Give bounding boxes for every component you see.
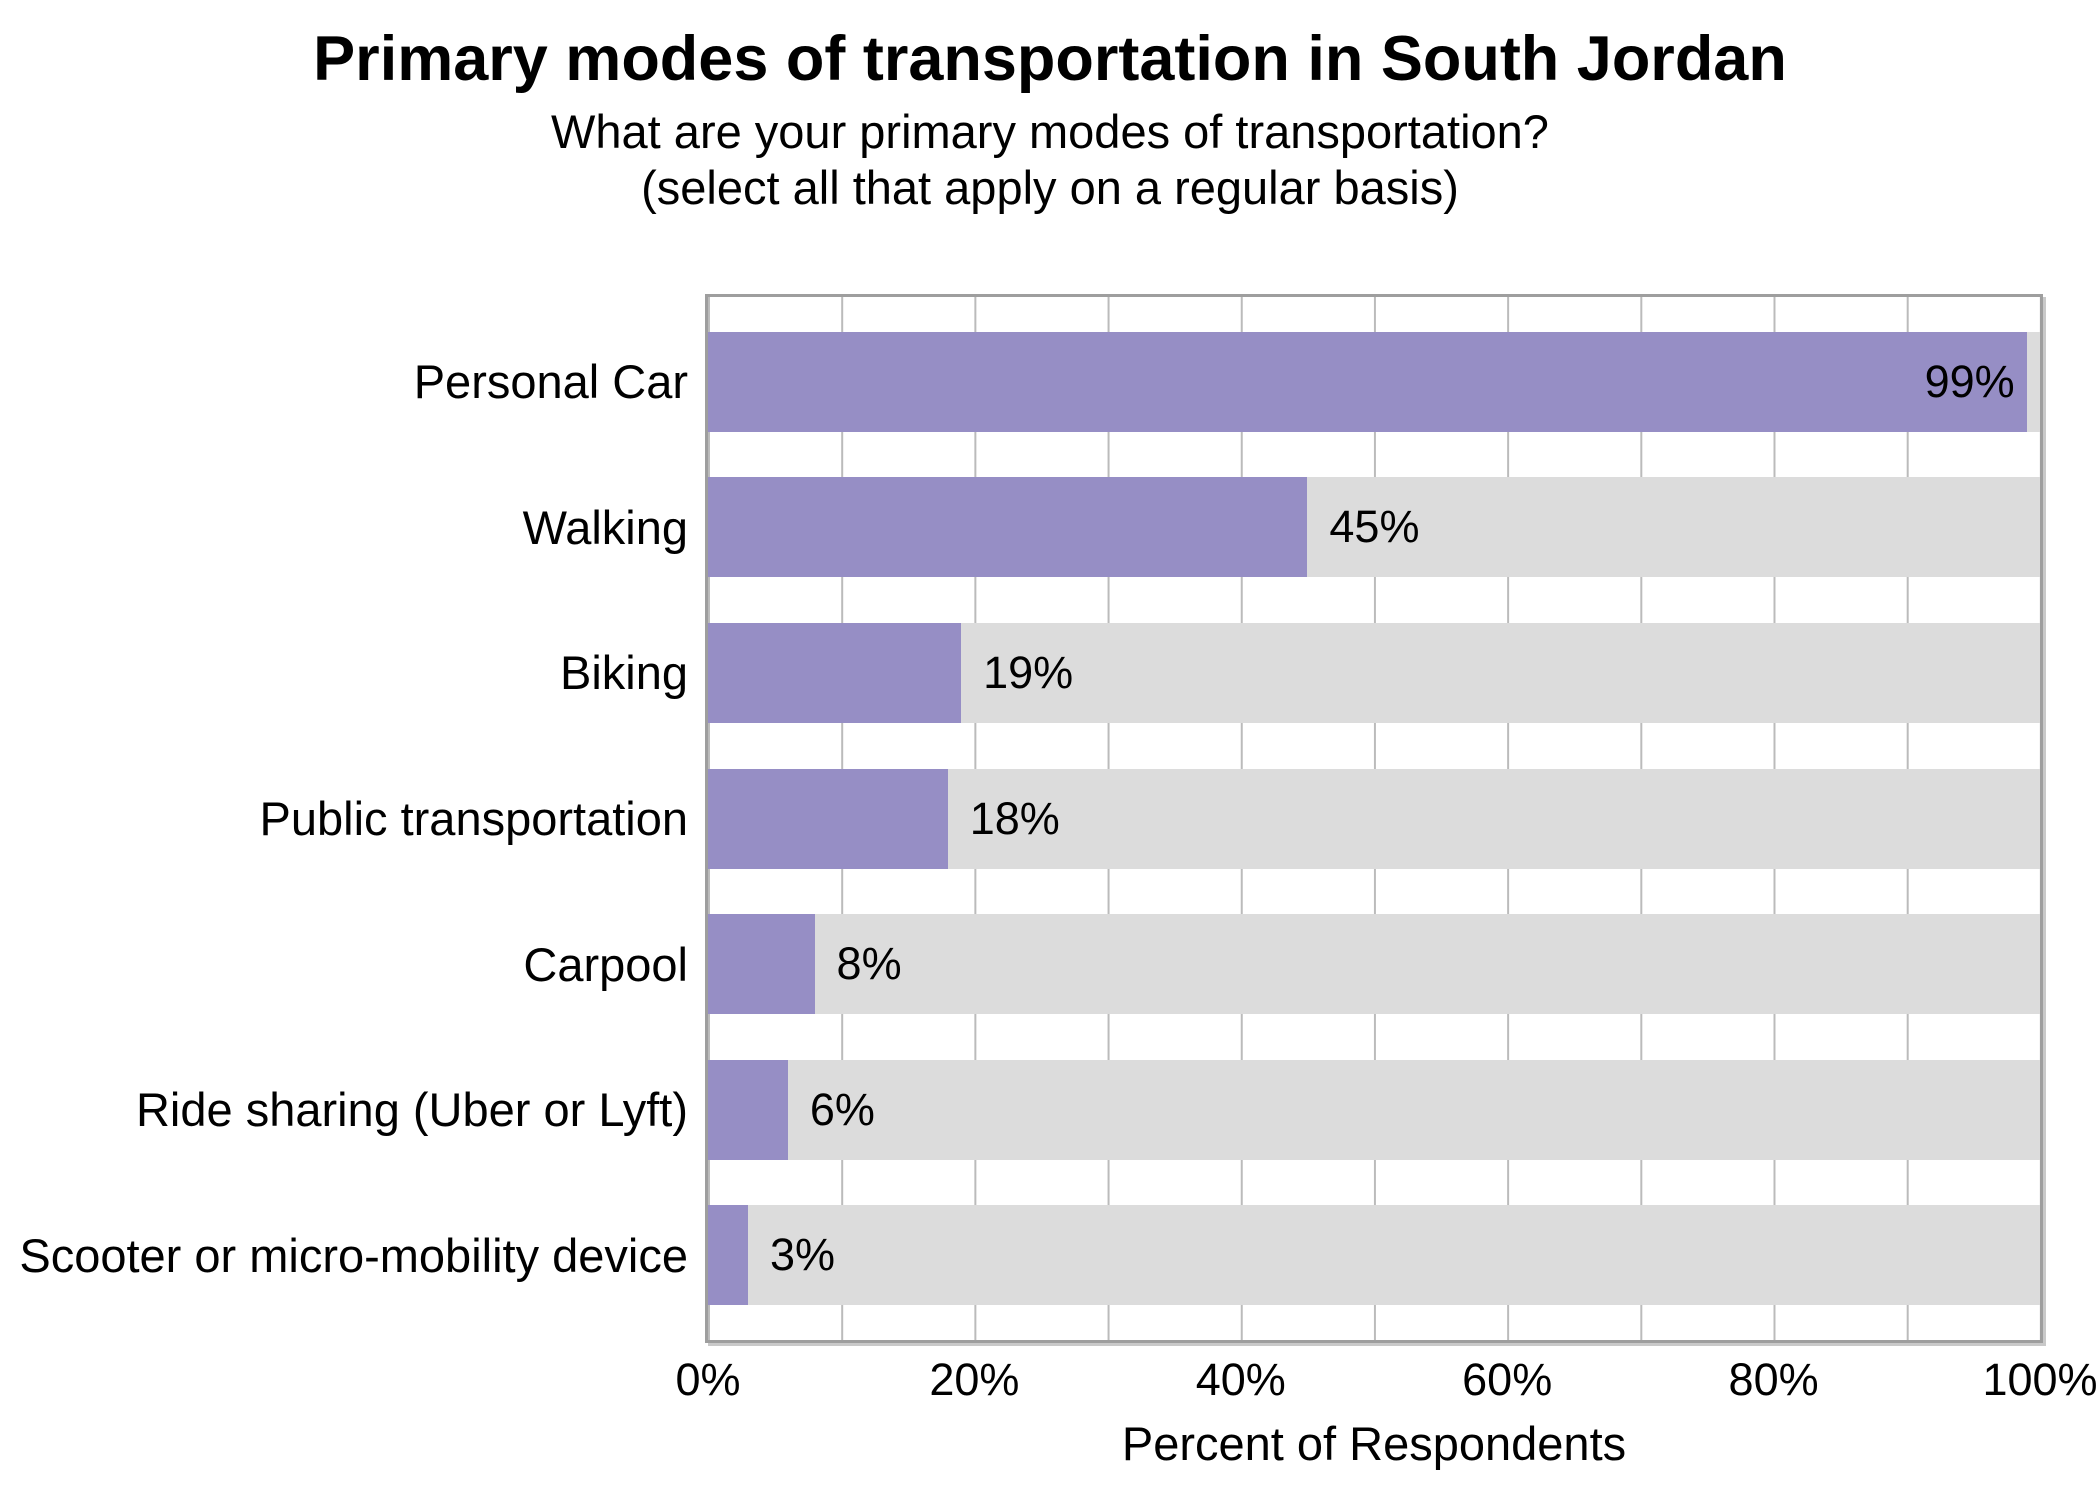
bar-fill	[708, 477, 1308, 578]
bar-row: 45%	[708, 455, 2040, 601]
x-tick-label: 100%	[1982, 1354, 2098, 1405]
bar-row: 99%	[708, 309, 2040, 455]
value-label: 6%	[809, 1083, 875, 1135]
value-label: 99%	[1924, 355, 2015, 407]
bar-track: 18%	[708, 768, 2040, 869]
bar-row: 19%	[708, 600, 2040, 746]
value-label: 3%	[769, 1229, 835, 1281]
x-tick-label: 40%	[1195, 1354, 1286, 1405]
x-tick-label: 20%	[929, 1354, 1020, 1405]
bar-track: 8%	[708, 914, 2040, 1015]
bar-fill	[708, 1205, 748, 1306]
x-tick-label: 80%	[1728, 1354, 1819, 1405]
bar-row: 6%	[708, 1037, 2040, 1183]
bar-track: 45%	[708, 477, 2040, 578]
bar-row: 18%	[708, 746, 2040, 892]
category-label: Walking	[522, 500, 688, 554]
category-label: Public transportation	[259, 792, 688, 846]
bar-row: 8%	[708, 891, 2040, 1037]
subtitle-line-1: What are your primary modes of transport…	[551, 105, 1549, 158]
category-label: Carpool	[523, 937, 688, 991]
value-label: 45%	[1329, 501, 1420, 553]
category-label: Ride sharing (Uber or Lyft)	[135, 1083, 688, 1137]
bar-track: 99%	[708, 331, 2040, 432]
chart-title: Primary modes of transportation in South…	[313, 24, 1787, 94]
bar-fill	[708, 768, 948, 869]
x-axis-ticks: 0% 20% 40% 60% 80% 100%	[675, 1354, 2097, 1406]
x-tick-label: 60%	[1462, 1354, 1553, 1405]
bar-fill	[708, 914, 815, 1015]
bar-track: 3%	[708, 1205, 2040, 1306]
bars: 99% 45% 19% 18% 8% 6% 3%	[708, 297, 2040, 1340]
bar-track: 19%	[708, 622, 2040, 723]
bar-fill	[708, 1059, 788, 1160]
x-tick-label: 0%	[675, 1354, 741, 1405]
x-axis-title: Percent of Respondents	[1121, 1417, 1627, 1470]
category-label: Personal Car	[413, 355, 688, 409]
bar-fill	[708, 622, 962, 723]
value-label: 8%	[836, 938, 902, 990]
value-label: 18%	[969, 792, 1060, 844]
value-label: 19%	[983, 646, 1074, 698]
bar-track: 6%	[708, 1059, 2040, 1160]
chart-subtitle: What are your primary modes of transport…	[0, 104, 2100, 216]
category-label: Biking	[559, 646, 688, 700]
bar-row: 3%	[708, 1182, 2040, 1328]
subtitle-line-2: (select all that apply on a regular basi…	[641, 161, 1459, 214]
plot-area: 99% 45% 19% 18% 8% 6% 3%	[705, 294, 2043, 1343]
category-labels: Personal Car Walking Biking Public transpor…	[0, 297, 688, 1340]
category-label: Scooter or micro-mobility device	[19, 1228, 688, 1282]
bar-fill	[708, 331, 2027, 432]
